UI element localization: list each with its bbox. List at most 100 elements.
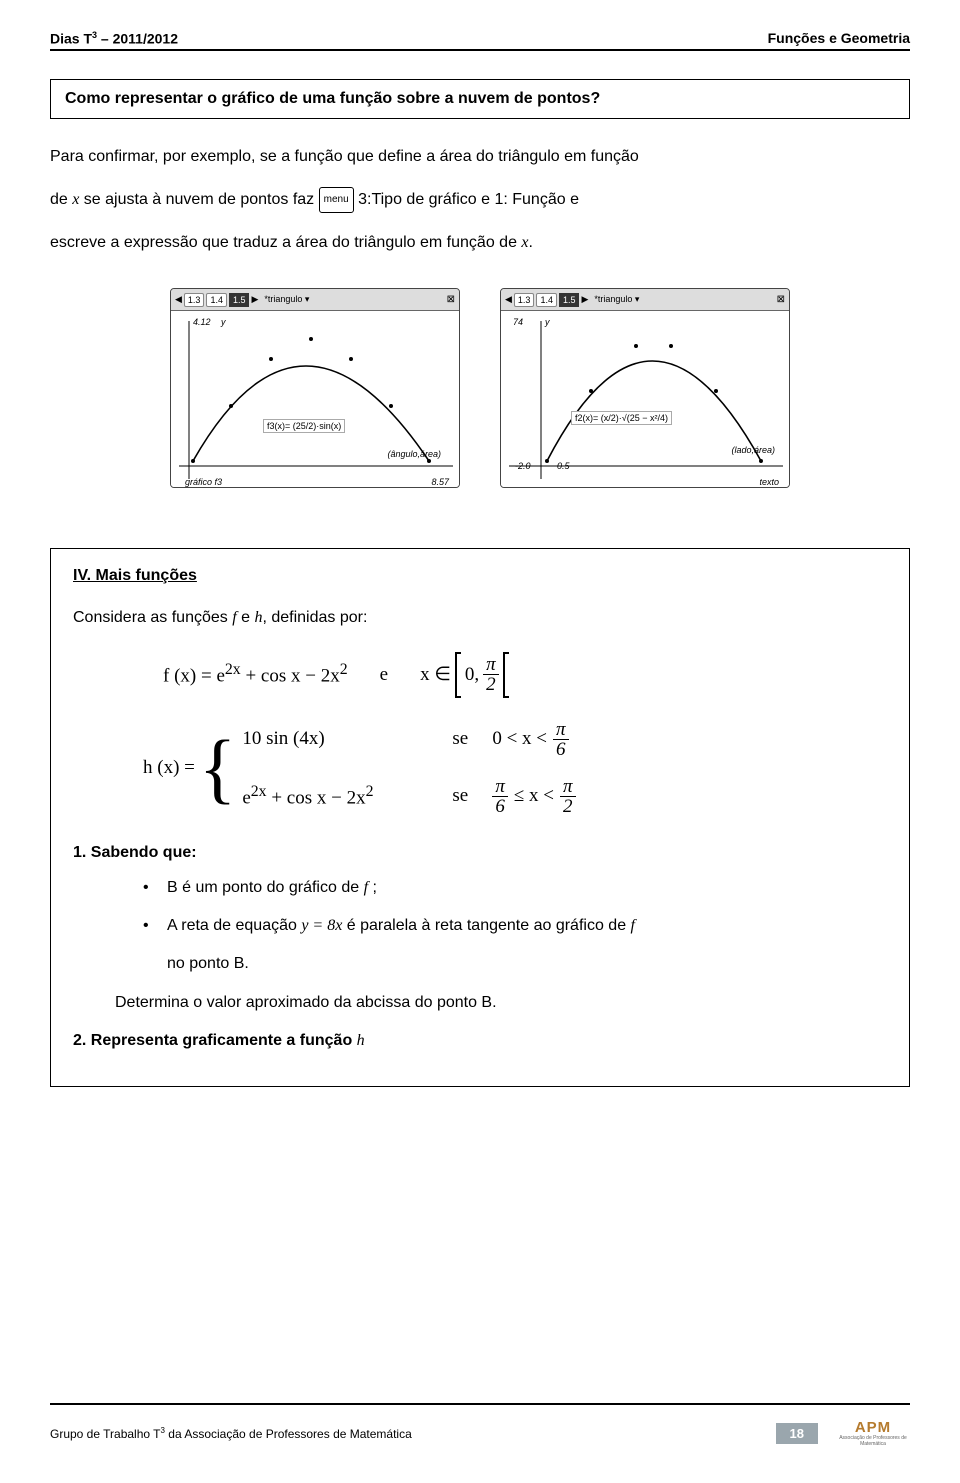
calc-right-ytop: 74 xyxy=(513,317,523,327)
pi-num-2: π xyxy=(553,720,569,740)
piece1-cond: 0 < x < π6 xyxy=(492,720,568,759)
calculator-screenshots-row: ◀ 1.3 1.4 1.5 ▶ *triangulo ▾ ⊠ 4.12 y f3… xyxy=(50,288,910,488)
section-title: IV. Mais funções xyxy=(73,567,887,585)
calc-left-axis-note: (ângulo,área) xyxy=(387,449,441,459)
piece1-cond-a: 0 < x < xyxy=(492,728,547,750)
bullet-1: • B é um ponto do gráfico de f ; xyxy=(143,872,887,904)
logo-text: APM xyxy=(855,1419,891,1436)
fx-left: f (x) = e2x + cos x − 2x2 xyxy=(163,661,348,687)
bullet-2-text: A reta de equação y = 8x é paralela à re… xyxy=(167,910,635,942)
calc-right-tab-2: 1.4 xyxy=(536,293,557,307)
q2: 2. Representa graficamente a função h xyxy=(73,1032,887,1050)
section-iv-box: IV. Mais funções Considera as funções f … xyxy=(50,548,910,1087)
calc-left-nav-left-icon: ◀ xyxy=(175,294,182,305)
pi-num: π xyxy=(483,655,499,675)
calc-right-nav-left-icon: ◀ xyxy=(505,294,512,305)
calc-right-close-icon: ⊠ xyxy=(777,294,785,305)
p2-mid: se ajusta à nuvem de pontos faz xyxy=(79,191,318,208)
intro-mid: e xyxy=(237,609,255,626)
calc-right-tab-3: 1.5 xyxy=(559,293,580,307)
page-header: Dias T3 – 2011/2012 Funções e Geometria xyxy=(50,30,910,51)
intro-a: Considera as funções xyxy=(73,609,232,626)
logo-subtext: Associação de Professores de Matemática xyxy=(836,1436,910,1447)
piece-row-1: 10 sin (4x) se 0 < x < π6 xyxy=(242,720,575,759)
bullet-1-text: B é um ponto do gráfico de f ; xyxy=(167,872,377,904)
header-left: Dias T3 – 2011/2012 xyxy=(50,30,178,47)
piece2-exp: 2x xyxy=(251,783,267,800)
piece-row-2: e2x + cos x − 2x2 se π6 ≤ x < π2 xyxy=(242,777,575,816)
fx-domain-a: x ∈ xyxy=(420,663,451,686)
b2-mid: é paralela à reta tangente ao gráfico de xyxy=(342,917,630,934)
calc-left-tabbar: ◀ 1.3 1.4 1.5 ▶ *triangulo ▾ ⊠ xyxy=(171,289,459,311)
b2-var: f xyxy=(631,917,635,934)
b2-before: A reta de equação xyxy=(167,917,301,934)
calc-screenshot-left: ◀ 1.3 1.4 1.5 ▶ *triangulo ▾ ⊠ 4.12 y f3… xyxy=(170,288,460,488)
left-bracket-icon xyxy=(455,652,461,698)
calc-right-br: 0.5 xyxy=(557,461,570,471)
calc-right-axis-note: (lado,área) xyxy=(731,445,775,455)
piece2-se: se xyxy=(452,785,492,807)
piece2-b: + cos x − 2x xyxy=(267,787,366,808)
b1-after: ; xyxy=(368,879,377,896)
frac-den-2a: 2 xyxy=(483,675,499,694)
calc-right-title: *triangulo ▾ xyxy=(590,294,774,305)
p2-after: 3:Tipo de gráfico e 1: Função e xyxy=(358,191,579,208)
piece1-se: se xyxy=(452,728,492,750)
calc-left-tab-1: 1.3 xyxy=(184,293,205,307)
calc-right-body: 74 y f2(x)= (x/2)·√(25 − x²/4) (lado,áre… xyxy=(501,311,789,488)
header-right: Funções e Geometria xyxy=(768,30,910,46)
piece2-a: e xyxy=(242,787,250,808)
piece2-cond: π6 ≤ x < π2 xyxy=(492,777,575,816)
question-text: Como representar o gráfico de uma função… xyxy=(65,90,600,107)
fx-rest: + cos x − 2x xyxy=(241,666,340,687)
q1-label: 1. Sabendo que: xyxy=(73,844,887,862)
q1-final: Determina o valor aproximado da abcissa … xyxy=(115,988,887,1018)
paragraph-line-1: Para confirmar, por exemplo, se a função… xyxy=(50,139,910,174)
fx-domain-zero: 0, xyxy=(465,664,479,686)
calc-left-nav-right-icon: ▶ xyxy=(251,294,258,305)
frac-den-6b: 6 xyxy=(492,797,508,816)
calc-left-tab-2: 1.4 xyxy=(206,293,227,307)
fx-domain: x ∈ 0, π2 xyxy=(420,652,509,698)
p3-before: escreve a expressão que traduz a área do… xyxy=(50,234,521,251)
ft-a: Grupo de Trabalho T xyxy=(50,1427,161,1441)
footer-text: Grupo de Trabalho T3 da Associação de Pr… xyxy=(50,1426,758,1441)
calc-right-nav-right-icon: ▶ xyxy=(581,294,588,305)
frac-den-6a: 6 xyxy=(553,740,569,759)
question-1-block: 1. Sabendo que: • B é um ponto do gráfic… xyxy=(73,844,887,1018)
apm-logo: APM Associação de Professores de Matemát… xyxy=(836,1411,910,1455)
piece2-expr: e2x + cos x − 2x2 xyxy=(242,783,452,809)
piecewise-rows: 10 sin (4x) se 0 < x < π6 e2x + cos x − … xyxy=(242,720,575,816)
calc-right-ylabel: y xyxy=(545,317,550,327)
calc-left-close-icon: ⊠ xyxy=(447,294,455,305)
calc-left-body: 4.12 y f3(x)= (25/2)·sin(x) (ângulo,área… xyxy=(171,311,459,488)
piece2-frac-l: π6 xyxy=(492,777,508,816)
fx-exp: 2x xyxy=(225,661,241,678)
b2-eq: y = 8x xyxy=(301,917,342,934)
paragraph-line-3: escreve a expressão que traduz a área do… xyxy=(50,225,910,260)
calc-right-tab-1: 1.3 xyxy=(514,293,535,307)
calc-left-br: 8.57 xyxy=(431,477,449,487)
hx-definition: h (x) = { 10 sin (4x) se 0 < x < π6 e2x … xyxy=(143,720,887,816)
calc-right-plot xyxy=(501,311,790,488)
fx-definition: f (x) = e2x + cos x − 2x2 e x ∈ 0, π2 xyxy=(163,652,887,698)
bullet-2: • A reta de equação y = 8x é paralela à … xyxy=(143,910,887,942)
pi-num-3: π xyxy=(492,777,508,797)
calc-right-caption: texto xyxy=(759,477,779,487)
piece1-expr: 10 sin (4x) xyxy=(242,728,452,750)
question-box: Como representar o gráfico de uma função… xyxy=(50,79,910,119)
header-left-suffix: – 2011/2012 xyxy=(97,31,178,47)
fx-gap-e: e xyxy=(380,664,388,686)
intro-b: , definidas por: xyxy=(262,609,367,626)
page-number-badge: 18 xyxy=(776,1423,818,1444)
menu-chip: menu xyxy=(319,187,354,213)
piece2-frac-r: π2 xyxy=(560,777,576,816)
paragraph-line-2: de x se ajusta à nuvem de pontos faz men… xyxy=(50,182,910,217)
calc-left-caption: gráfico f3 xyxy=(185,477,222,487)
frac-den-2b: 2 xyxy=(560,797,576,816)
bullet-dot-icon-2: • xyxy=(143,910,155,942)
calc-right-fn: f2(x)= (x/2)·√(25 − x²/4) xyxy=(571,411,672,425)
piece1-frac: π6 xyxy=(553,720,569,759)
calc-right-tabbar: ◀ 1.3 1.4 1.5 ▶ *triangulo ▾ ⊠ xyxy=(501,289,789,311)
calc-left-tab-3: 1.5 xyxy=(229,293,250,307)
